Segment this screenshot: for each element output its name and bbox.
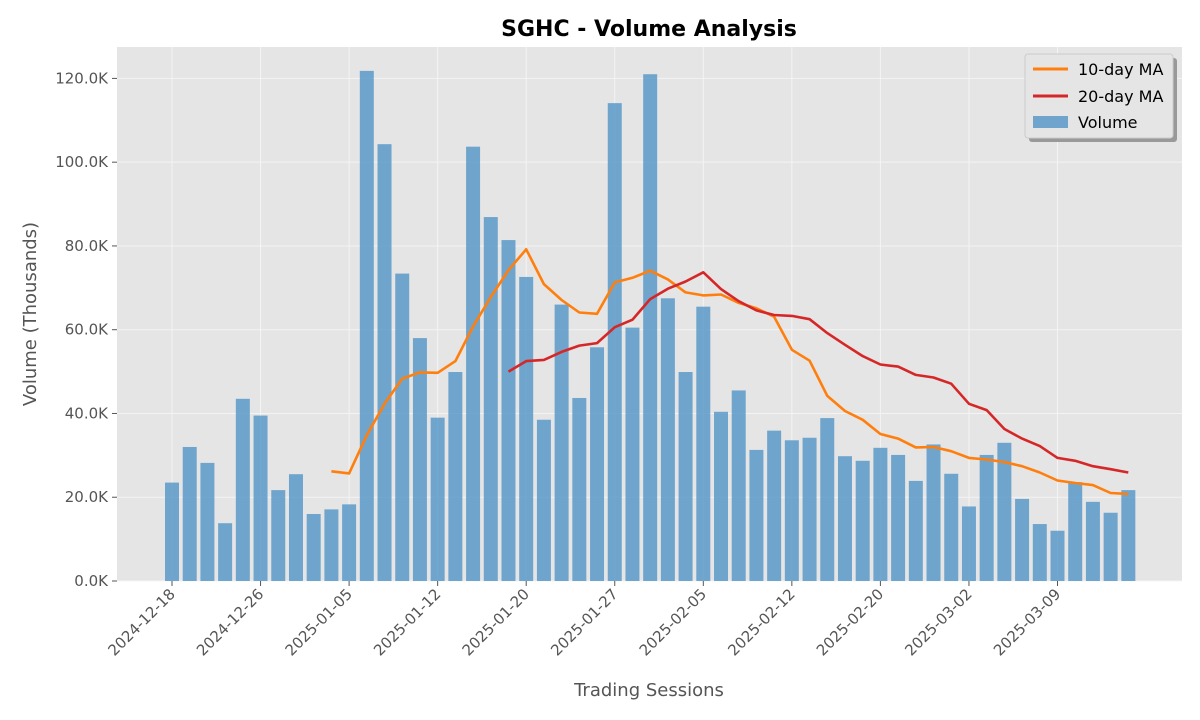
volume-bar — [306, 513, 321, 581]
legend: 10-day MA 20-day MA Volume — [1024, 53, 1177, 142]
legend-label-10-day-ma: 10-day MA — [1078, 60, 1163, 79]
volume-bar — [837, 456, 852, 581]
10-day-ma-line — [331, 248, 1129, 496]
volume-bar — [342, 504, 357, 581]
volume-bar — [784, 440, 799, 581]
volume-bar — [908, 480, 923, 581]
volume-bar — [235, 398, 250, 581]
moving-average-lines — [331, 248, 1129, 496]
volume-bar — [731, 390, 746, 581]
volume-bar — [483, 217, 498, 581]
volume-bar — [324, 509, 339, 581]
volume-bar — [855, 460, 870, 581]
y-axis-label: Volume (Thousands) — [20, 222, 41, 406]
volume-bar — [749, 449, 764, 581]
volume-bar — [891, 454, 906, 581]
y-tick-label: 80.0K — [65, 237, 109, 255]
volume-bar — [1085, 501, 1100, 581]
volume-bar — [395, 273, 410, 581]
volume-bars — [165, 70, 1136, 582]
volume-bar — [997, 442, 1012, 581]
legend-label-20-day-ma: 20-day MA — [1078, 87, 1163, 106]
volume-bar — [961, 506, 976, 581]
volume-bar — [696, 306, 711, 581]
volume-bar — [660, 298, 675, 581]
volume-bar — [678, 372, 693, 581]
volume-bar — [412, 338, 427, 581]
volume-bar — [359, 70, 374, 582]
volume-bar — [218, 523, 233, 581]
volume-bar — [448, 372, 463, 581]
y-axis-ticks: 0.0K 20.0K 40.0K 60.0K 80.0K 100.0K 120.0K — [55, 69, 117, 590]
volume-bar — [643, 74, 658, 582]
volume-bar — [501, 240, 516, 582]
volume-bar — [466, 146, 481, 581]
y-tick-label: 60.0K — [65, 321, 109, 339]
volume-bar — [607, 103, 622, 582]
volume-bar — [519, 276, 534, 581]
volume-bar — [1103, 512, 1118, 581]
volume-bar — [714, 411, 729, 581]
legend-swatch-volume — [1033, 116, 1068, 128]
volume-bar — [536, 419, 551, 581]
volume-bar — [1015, 498, 1030, 581]
volume-bar — [182, 446, 197, 581]
volume-bar — [1050, 530, 1065, 581]
volume-bar — [625, 327, 640, 581]
y-tick-label: 20.0K — [65, 488, 109, 506]
volume-bar — [288, 474, 303, 581]
volume-bar — [377, 144, 392, 581]
y-tick-label: 120.0K — [55, 69, 109, 87]
chart-title: SGHC - Volume Analysis — [501, 17, 797, 42]
volume-bar — [979, 454, 994, 581]
y-tick-label: 0.0K — [74, 572, 109, 590]
volume-bar — [1068, 482, 1083, 581]
volume-bar — [554, 304, 569, 581]
volume-bar — [926, 444, 941, 581]
y-tick-label: 40.0K — [65, 404, 109, 422]
volume-bar — [1032, 524, 1047, 581]
volume-bar — [820, 418, 835, 581]
volume-bar — [165, 482, 179, 581]
volume-bar — [590, 347, 605, 581]
volume-bar — [271, 490, 286, 581]
legend-label-volume: Volume — [1078, 113, 1138, 132]
volume-bar — [767, 430, 782, 581]
volume-bar — [873, 447, 888, 581]
20-day-ma-line — [507, 271, 1129, 474]
volume-bar — [572, 397, 587, 581]
x-axis-label: Trading Sessions — [573, 680, 724, 701]
volume-bar — [430, 417, 445, 581]
volume-bar — [944, 473, 959, 581]
volume-bar — [1121, 490, 1136, 581]
volume-bar — [200, 462, 215, 581]
volume-bar — [253, 415, 268, 581]
volume-bar — [802, 437, 817, 581]
y-tick-label: 100.0K — [55, 153, 109, 171]
